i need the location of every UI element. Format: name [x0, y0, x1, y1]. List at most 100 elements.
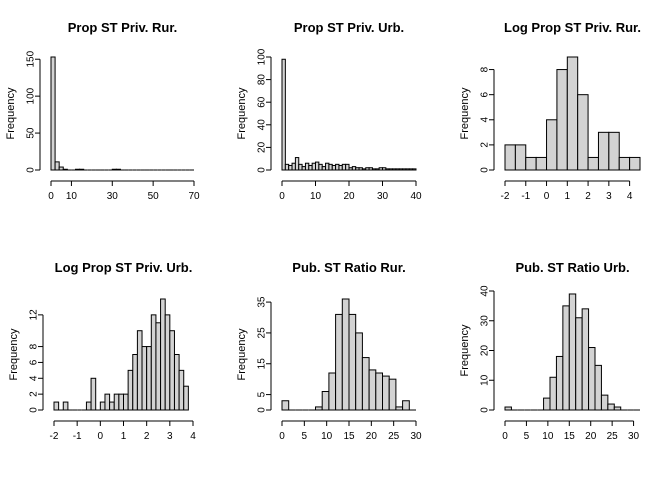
y-tick-label: 12 — [29, 309, 40, 321]
histogram-bar — [150, 314, 157, 411]
histogram-bar — [375, 168, 380, 171]
histogram-bar — [315, 161, 320, 171]
x-tick-label: 30 — [628, 431, 640, 442]
histogram-bar — [178, 369, 185, 411]
histogram-bar — [141, 346, 148, 411]
histogram-bar — [566, 56, 579, 171]
x-tick-label: 3 — [167, 431, 173, 442]
y-tick-label: 30 — [480, 315, 491, 327]
histogram-bar — [311, 162, 316, 171]
x-tick-label: 0 — [279, 191, 285, 202]
histogram-bar — [335, 163, 340, 171]
histogram-bar — [504, 406, 512, 411]
histogram-bar — [351, 166, 357, 171]
histogram-bar — [555, 355, 564, 411]
histogram-bar — [58, 166, 64, 171]
panel-log-prop-st-priv-rur: Log Prop ST Priv. Rur. Frequency -2 -1 0 1 2 3 4… — [459, 20, 641, 202]
histogram-bar — [315, 406, 323, 411]
histogram-bar — [368, 167, 373, 171]
histogram-bar — [358, 167, 363, 171]
histogram-bar — [556, 69, 568, 171]
y-tick-label: 8 — [480, 66, 491, 72]
y-tick-label: 4 — [480, 117, 491, 123]
histogram-bar — [328, 163, 333, 171]
panel-prop-st-priv-rur: Prop ST Priv. Rur. Frequency 0 10 30 50 70 0 50 1… — [5, 20, 200, 202]
y-tick-label: 0 — [480, 167, 491, 173]
histogram-bar — [581, 308, 590, 411]
y-tick-label: 50 — [26, 127, 37, 139]
histogram-bar — [338, 164, 343, 171]
histogram-bar — [53, 401, 60, 411]
histogram-bar — [62, 168, 68, 171]
histogram-bar — [408, 168, 414, 171]
x-tick-label: 1 — [565, 191, 571, 202]
x-tick-label: 25 — [388, 431, 400, 442]
x-tick-label: 15 — [564, 431, 576, 442]
histogram-bar — [588, 347, 596, 411]
histogram-bar — [543, 397, 551, 411]
x-tick-label: 25 — [607, 431, 619, 442]
histogram-bar — [587, 156, 599, 171]
histogram-bar — [378, 167, 383, 171]
x-tick-label: 5 — [302, 431, 308, 442]
y-tick-label: 150 — [26, 50, 37, 67]
histogram-bar — [348, 313, 357, 411]
histogram-bar — [50, 56, 56, 171]
y-axis-label: Frequency — [236, 328, 248, 380]
histogram-bar — [388, 168, 394, 171]
histogram-bar — [575, 317, 583, 411]
y-tick-label: 20 — [257, 141, 268, 153]
x-tick-label: 0 — [502, 431, 508, 442]
x-tick-label: 5 — [524, 431, 530, 442]
histogram-bar — [385, 168, 390, 171]
x-tick-label: -2 — [501, 191, 510, 202]
histogram-bar — [304, 162, 310, 171]
histogram-bar — [577, 94, 589, 171]
y-tick-label: 4 — [29, 375, 40, 381]
histogram-bar — [388, 378, 397, 411]
y-axis-label: Frequency — [8, 328, 20, 380]
histogram-bar — [169, 330, 175, 411]
y-tick-label: 80 — [257, 74, 268, 86]
histogram-bar — [345, 163, 350, 171]
histogram-bar — [173, 354, 180, 411]
x-tick-label: 10 — [66, 191, 78, 202]
histogram-bar — [115, 168, 121, 171]
histogram-bar — [288, 164, 293, 171]
histogram-bar — [104, 393, 111, 411]
histogram-bar — [594, 364, 602, 411]
y-tick-label: 25 — [257, 327, 268, 339]
x-tick-label: 10 — [542, 431, 554, 442]
panel-prop-st-priv-urb: Prop ST Priv. Urb. Frequency 0 10 20 30 40 0 20 4… — [236, 20, 422, 202]
histogram-bar — [341, 298, 350, 411]
histogram-bar — [341, 163, 347, 171]
panel-log-prop-st-priv-urb: Log Prop ST Priv. Urb.Frequency-2 -1 0 1 2 3 4… — [8, 260, 196, 442]
histogram-bar — [371, 168, 377, 171]
y-tick-label: 100 — [257, 48, 268, 65]
histogram-bar — [308, 164, 313, 171]
histogram-bar — [392, 168, 397, 171]
histogram-bar — [335, 313, 343, 411]
x-tick-label: 70 — [188, 191, 200, 202]
histogram-bar — [75, 168, 81, 171]
y-tick-label: 2 — [29, 391, 40, 397]
histogram-bar — [85, 401, 92, 411]
histogram-bar — [525, 156, 537, 171]
y-tick-label: 0 — [480, 407, 491, 413]
histogram-bar — [281, 400, 290, 411]
x-tick-label: 20 — [585, 431, 597, 442]
x-tick-label: 40 — [410, 191, 422, 202]
histogram-bar — [405, 168, 410, 171]
y-tick-label: 20 — [480, 345, 491, 357]
histogram-bar — [54, 161, 60, 171]
histogram-bar — [331, 164, 337, 171]
histogram-bar — [294, 157, 300, 171]
histogram-bar — [546, 119, 558, 171]
y-tick-label: 60 — [257, 96, 268, 108]
histogram-bar — [183, 385, 189, 411]
histogram-bar — [361, 168, 367, 171]
y-axis-label: Frequency — [459, 87, 471, 139]
histogram-bar — [382, 375, 390, 411]
panel-title: Prop ST Priv. Rur. — [68, 20, 178, 35]
histogram-bar — [402, 168, 407, 171]
